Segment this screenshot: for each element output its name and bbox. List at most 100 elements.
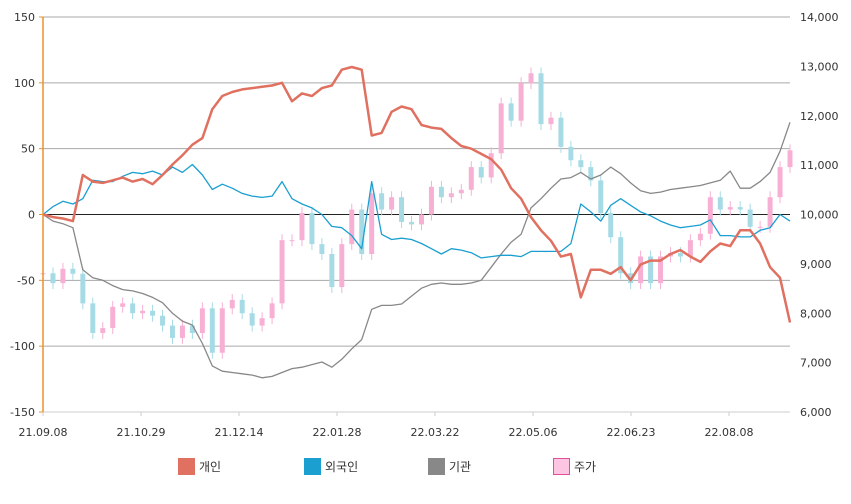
candle-body: [279, 240, 285, 304]
series-line-institution: [42, 122, 791, 379]
right-tick-label: 14,000: [800, 11, 839, 24]
candle-body: [558, 117, 564, 147]
candle-body: [209, 308, 215, 353]
x-tick-label: 22.03.22: [411, 426, 460, 439]
candle-body: [289, 240, 295, 242]
left-tick-label: -100: [10, 340, 35, 353]
legend-swatch: [553, 458, 570, 475]
candle-body: [757, 226, 763, 228]
legend-item-institution[interactable]: 기관: [428, 458, 471, 475]
candle-body: [498, 103, 504, 154]
legend-item-foreign[interactable]: 외국인: [304, 458, 358, 475]
candle-body: [468, 167, 474, 190]
candle-body: [747, 209, 753, 227]
candle-body: [179, 325, 185, 338]
x-tick-label: 22.05.06: [509, 426, 558, 439]
left-tick-label: 0: [28, 209, 35, 222]
legend-label: 개인: [199, 460, 222, 474]
candle-body: [349, 209, 355, 245]
candle-body: [399, 197, 405, 222]
candle-body: [80, 273, 86, 304]
legend-item-price[interactable]: 주가: [553, 458, 596, 475]
right-tick-label: 13,000: [800, 60, 839, 73]
x-tick-label: 21.10.29: [117, 426, 166, 439]
candle-body: [727, 207, 733, 210]
series-line-individual: [42, 65, 792, 323]
legend-label: 외국인: [325, 460, 359, 474]
gridlines: [43, 16, 790, 347]
series-lines: [42, 65, 792, 379]
candle-body: [339, 244, 345, 288]
candle-body: [528, 73, 534, 84]
candle-body: [548, 117, 554, 125]
candle-body: [697, 233, 703, 241]
candle-body: [707, 197, 713, 234]
x-tick-label: 21.09.08: [19, 426, 68, 439]
legend-swatch: [178, 458, 195, 475]
candle-body: [618, 237, 624, 274]
right-tick-label: 7,000: [800, 357, 832, 370]
candle-body: [100, 328, 106, 333]
candle-body: [777, 167, 783, 198]
candle-body: [90, 303, 96, 333]
candle-body: [299, 213, 305, 241]
right-tick-label: 10,000: [800, 209, 839, 222]
candle-body: [189, 325, 195, 333]
x-tick-label: 22.06.23: [607, 426, 656, 439]
legend-swatch: [428, 458, 445, 475]
candle-body: [409, 221, 415, 225]
candle-body: [369, 193, 375, 254]
right-tick-label: 11,000: [800, 159, 839, 172]
right-tick-label: 12,000: [800, 110, 839, 123]
candle-body: [249, 313, 255, 326]
candle-body: [70, 268, 76, 274]
axes: -150 -100 -50 0 50 100 150 6,000 7,000 8,000 9,000…: [10, 11, 838, 439]
candle-body: [309, 213, 315, 245]
left-tick-label: -150: [10, 406, 35, 419]
legend-label: 기관: [449, 460, 472, 474]
candle-body: [508, 103, 514, 121]
candle-body: [488, 153, 494, 178]
candle-body: [329, 254, 335, 288]
candle-body: [478, 167, 484, 178]
legend-swatch: [304, 458, 321, 475]
candle-body: [160, 315, 166, 326]
candle-body: [389, 197, 395, 210]
candle-body: [140, 310, 146, 314]
candle-body: [150, 310, 156, 316]
candle-body: [379, 193, 385, 210]
candle-body: [239, 299, 245, 314]
candle-body: [568, 146, 574, 161]
legend: 개인 외국인 기관 주가: [0, 458, 851, 478]
candle-body: [438, 186, 444, 198]
left-tick-label: -50: [17, 274, 35, 287]
candle-body: [638, 256, 644, 284]
candle-body: [219, 308, 225, 353]
candle-body: [598, 180, 604, 214]
candle-body: [50, 273, 56, 284]
right-tick-label: 9,000: [800, 258, 832, 271]
legend-label: 주가: [574, 460, 597, 474]
candle-body: [269, 303, 275, 319]
left-tick-label: 50: [21, 143, 35, 156]
x-tick-label: 21.12.14: [215, 426, 264, 439]
candle-body: [458, 189, 464, 194]
candle-body: [538, 73, 544, 125]
candle-body: [448, 193, 454, 198]
legend-item-individual[interactable]: 개인: [178, 458, 221, 475]
right-tick-label: 8,000: [800, 307, 832, 320]
candle-body: [588, 167, 594, 181]
candle-body: [518, 83, 524, 121]
candle-body: [229, 299, 235, 309]
candle-body: [658, 256, 664, 284]
candle-body: [677, 253, 683, 257]
left-tick-label: 100: [14, 77, 35, 90]
candle-body: [259, 318, 265, 326]
candle-body: [687, 240, 693, 257]
candle-body: [319, 244, 325, 254]
chart-plot: -150 -100 -50 0 50 100 150 6,000 7,000 8,000 9,000…: [10, 11, 838, 439]
right-tick-label: 6,000: [800, 406, 832, 419]
price-candles: [40, 67, 793, 359]
candle-body: [60, 268, 66, 284]
